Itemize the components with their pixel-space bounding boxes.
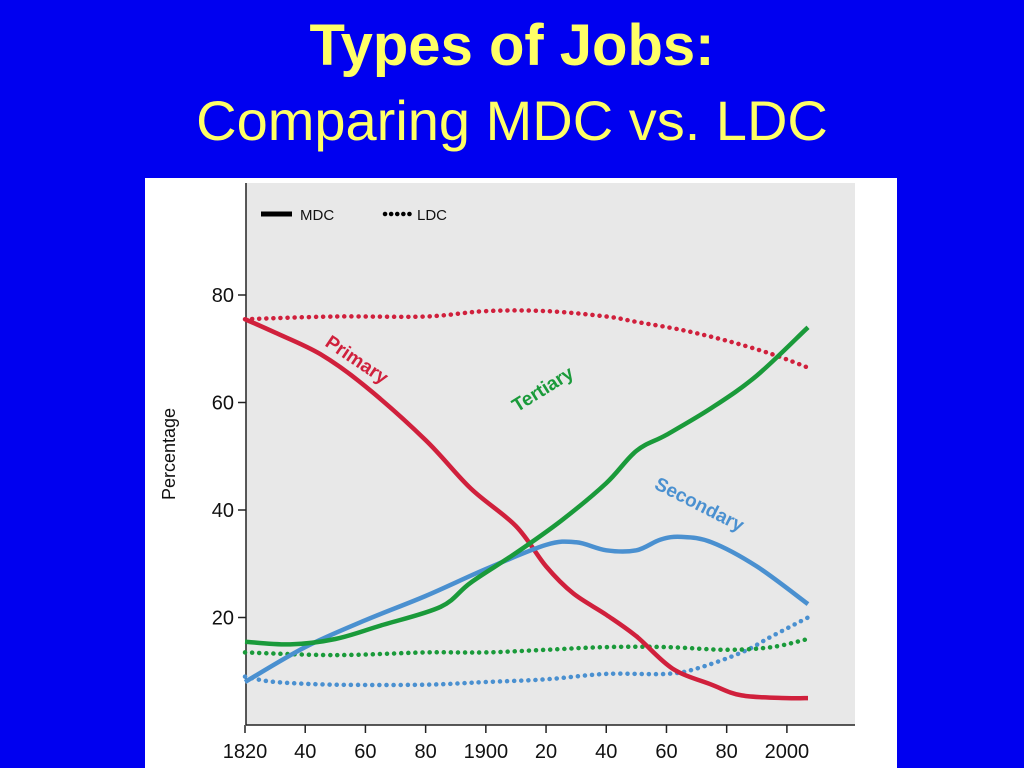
mdc-tertiary-line [244, 325, 810, 647]
mdc-secondary-line [243, 534, 810, 684]
x-tick-label: 60 [354, 741, 376, 763]
x-tick-label: 1820 [223, 741, 268, 763]
slide-subtitle: Comparing MDC vs. LDC [196, 89, 828, 152]
legend-label-ldc: LDC [417, 207, 447, 224]
y-tick-label: 40 [212, 500, 234, 522]
ldc-secondary-line [242, 615, 811, 688]
slide-title: Types of Jobs: [309, 13, 715, 78]
x-tick-label: 1900 [464, 741, 509, 763]
x-tick-label: 60 [655, 741, 677, 763]
plot-area [246, 183, 855, 725]
x-tick-label: 40 [595, 741, 617, 763]
legend-label-mdc: MDC [300, 207, 334, 224]
y-tick-label: 80 [212, 285, 234, 307]
x-tick-label: 40 [294, 741, 316, 763]
chart-figure: 20 40 60 80 1820 40 60 80 1900 20 40 60 80 2000 Percen… [145, 178, 897, 768]
mdc-primary-line [244, 317, 809, 701]
ldc-tertiary-line [242, 636, 811, 658]
x-tick-label: 80 [415, 741, 437, 763]
y-tick-label: 60 [212, 393, 234, 415]
ldc-primary-line [242, 308, 811, 370]
line-chart: 20 40 60 80 1820 40 60 80 1900 20 40 60 80 2000 Percen… [159, 183, 855, 763]
x-tick-label: 80 [716, 741, 738, 763]
y-tick-label: 20 [212, 608, 234, 630]
y-axis-title: Percentage [159, 408, 179, 500]
x-tick-label: 20 [535, 741, 557, 763]
x-tick-label: 2000 [765, 741, 810, 763]
